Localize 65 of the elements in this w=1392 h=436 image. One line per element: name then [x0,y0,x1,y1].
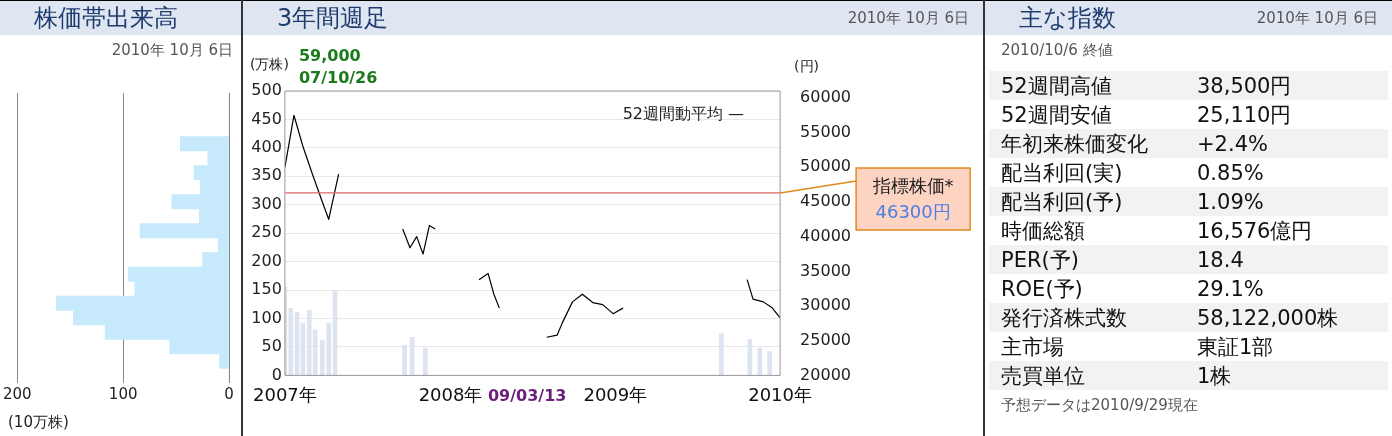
text: 予想データは2010/9/29現在 [1000,395,1199,416]
y2-axis-title: (円) [794,58,820,74]
y-tick-label: 200 [251,250,282,270]
y2-tick-label: 20000 [800,364,852,384]
text: 1株 [1197,363,1232,388]
x-tick-label: 2009年 [583,383,648,405]
x-tick-label: 2008年 [418,383,483,405]
category-label: 売買単位 [1000,362,1086,390]
category-label: 主市場 [1000,333,1065,361]
y2-tick-label: 50000 [800,156,852,176]
text: 25,110円 [1197,102,1292,127]
y-tick-label: 400 [251,137,282,157]
y2-tick-label: 45000 [800,191,852,211]
y-tick-label: 450 [251,108,282,128]
text: 2010年 10月 6日 [1256,8,1378,28]
x-axis-title: (10万株) [8,413,69,431]
y-tick-label: 500 [251,80,282,100]
y2-tick-label: 35000 [800,260,852,280]
text: 2010年 10月 6日 [847,8,969,28]
y-tick-label: 350 [251,165,282,185]
text: 18.4 [1197,247,1244,272]
category-label: PER(予) [1000,246,1080,274]
annotation: 52週間動平均 — [622,104,745,123]
category-label: 配当利回(実) [1000,159,1124,187]
x-tick-label: 100 [108,384,138,403]
y-axis-title: (万株) [249,56,289,72]
y-tick-label: 250 [251,222,282,242]
bar [767,351,773,376]
text: 16,576億円 [1197,218,1313,243]
y2-tick-label: 55000 [800,121,852,141]
text: 0.85% [1197,160,1264,185]
category-label: ROE(予) [1000,275,1084,303]
category-label: 発行済株式数 [1000,304,1128,332]
category-label: 時価総額 [1000,217,1086,245]
text: 主な指数 [1019,3,1116,34]
category-label: 52週間高値 [1000,72,1113,100]
y-tick-label: 50 [261,336,282,356]
text: +2.4% [1197,131,1268,156]
y-tick-label: 300 [251,193,282,213]
y2-tick-label: 60000 [800,87,852,107]
category-label: 配当利回(予) [1000,188,1124,216]
y-tick-label: 0 [271,364,282,384]
text: 09/03/13 [487,386,567,406]
text: 29.1% [1197,276,1264,301]
chart-title: 3年間週足 [277,3,389,34]
y2-tick-label: 40000 [800,225,852,245]
x-tick-label: 200 [2,384,32,403]
chart-title: 株価帯出来高 [34,3,178,34]
chart-subtitle: 2010年 10月 6日 [110,40,234,61]
text: 59,000 07/10/26 [298,46,378,87]
y2-tick-label: 25000 [800,329,852,349]
y-tick-label: 150 [251,279,282,299]
text: 1.09% [1197,189,1264,214]
text: 58,122,000株 [1197,305,1339,330]
category-label: 52週間安値 [1000,101,1113,129]
y2-tick-label: 30000 [800,295,852,315]
x-tick-label: 0 [224,384,234,403]
text: 38,500円 [1197,73,1292,98]
text: 東証1部 [1197,334,1274,359]
text: 2010/10/6 終値 [1000,40,1114,61]
category-label: 年初来株価変化 [1000,130,1149,158]
y-tick-label: 100 [251,307,282,327]
ref-line-label: 指標株価* 46300円 [871,174,954,222]
x-tick-label: 2010年 [748,383,813,405]
x-tick-label: 2007年 [253,383,317,405]
